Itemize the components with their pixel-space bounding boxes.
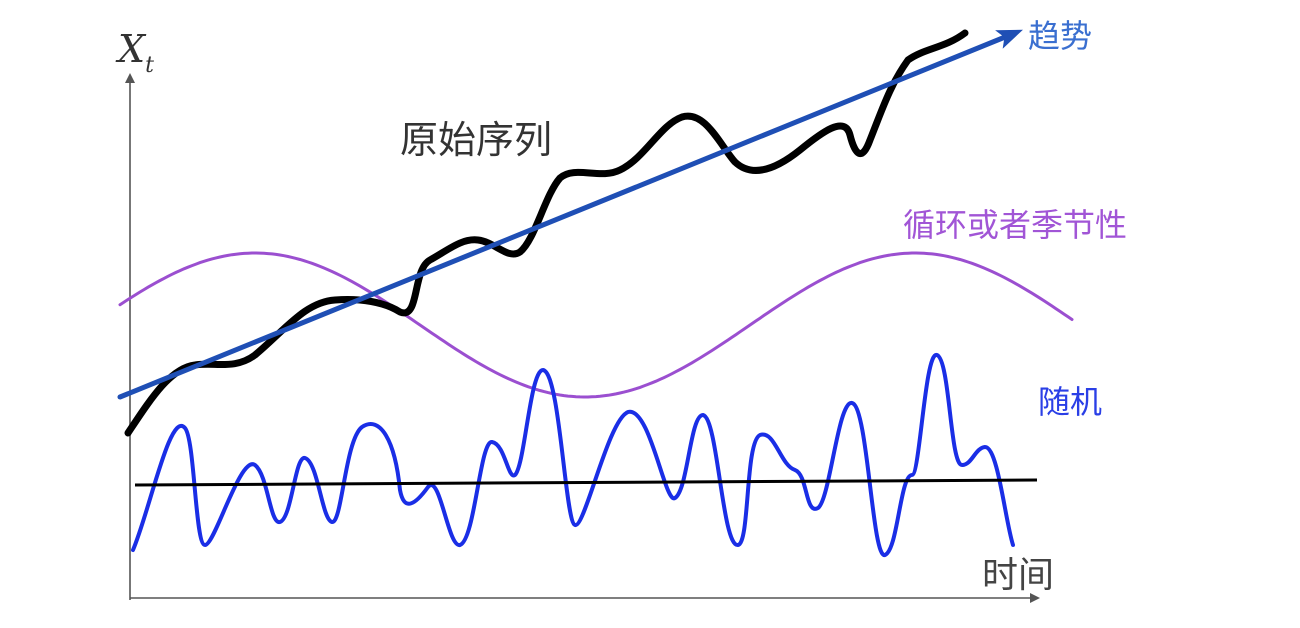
original-series-line	[124, 29, 969, 437]
y-axis-label: Xt	[115, 27, 154, 78]
seasonal-wave	[118, 251, 1074, 399]
random-noise-wave	[131, 352, 1015, 558]
trend-arrow	[117, 29, 1023, 400]
y-axis-label-subscript: t	[145, 53, 154, 78]
x-axis-label: 时间	[982, 555, 1054, 596]
random-label: 随机	[1038, 383, 1102, 421]
seasonal-label: 循环或者季节性	[903, 206, 1127, 244]
trend-label: 趋势	[1028, 17, 1092, 55]
original-series-label: 原始序列	[400, 118, 552, 162]
random-baseline	[134, 478, 1038, 487]
